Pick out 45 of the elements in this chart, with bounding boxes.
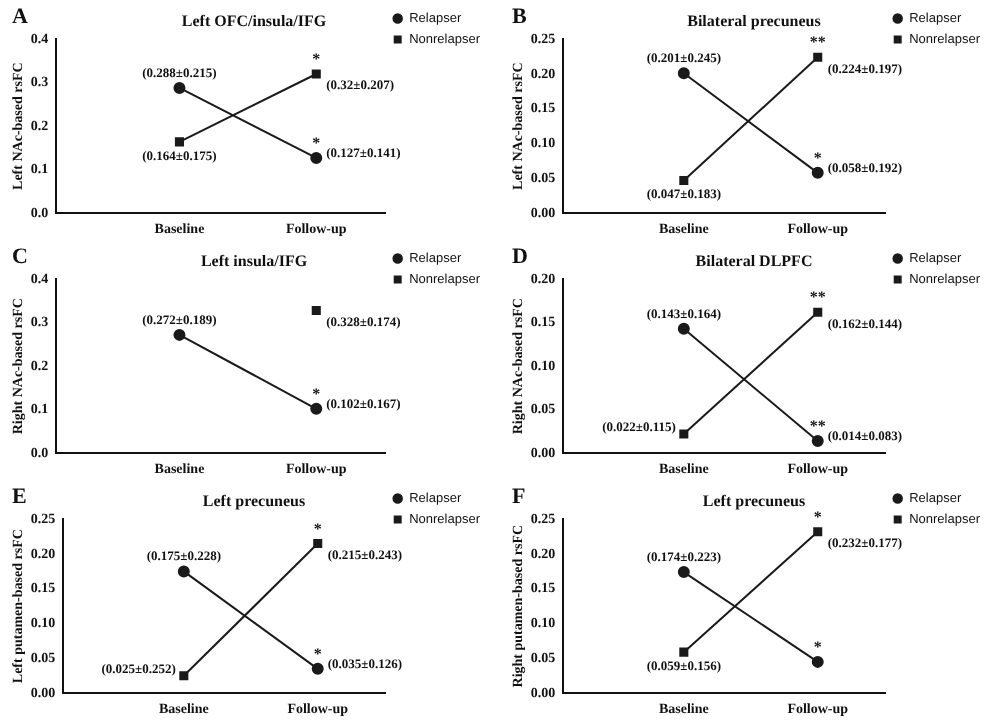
- annotation: *: [313, 644, 322, 663]
- annotation: *: [813, 507, 822, 526]
- text: C: [12, 244, 28, 269]
- point: [679, 647, 689, 657]
- point: [811, 655, 824, 668]
- point: [677, 566, 690, 579]
- chart-title: Left precuneus: [702, 491, 806, 510]
- annotation: *: [813, 148, 822, 167]
- annotation: *: [312, 50, 321, 69]
- point: [811, 435, 824, 448]
- point: [813, 527, 823, 537]
- point: [677, 67, 690, 80]
- point: [174, 137, 184, 147]
- point: [177, 565, 190, 578]
- point: [813, 52, 823, 62]
- point: [310, 402, 323, 415]
- annotation: *: [813, 638, 822, 657]
- annotation: *: [312, 384, 321, 403]
- chart-title: Bilateral precuneus: [687, 11, 821, 30]
- chart-title: Left insula/IFG: [200, 251, 308, 270]
- point: [313, 539, 323, 549]
- point: [677, 322, 690, 335]
- text: E: [12, 484, 27, 509]
- annotation: *: [313, 519, 322, 538]
- point: [679, 175, 689, 186]
- point: [173, 328, 186, 341]
- point: [813, 307, 823, 317]
- annotation: **: [809, 417, 826, 436]
- point: [173, 81, 186, 94]
- point: [679, 429, 689, 439]
- chart-title: Left OFC/insula/IFG: [181, 11, 327, 30]
- text: A: [12, 4, 28, 29]
- text: F: [512, 484, 526, 509]
- point: [811, 166, 824, 179]
- point: [311, 662, 324, 675]
- annotation: **: [809, 33, 826, 52]
- point: [310, 151, 323, 164]
- annotation: **: [809, 288, 826, 307]
- point: [311, 69, 321, 79]
- point: [179, 671, 189, 681]
- chart-title: Left precuneus: [202, 491, 306, 510]
- annotation: *: [312, 134, 321, 153]
- chart-title: Bilateral DLPFC: [695, 251, 813, 270]
- text: D: [512, 244, 528, 269]
- text: B: [512, 4, 528, 29]
